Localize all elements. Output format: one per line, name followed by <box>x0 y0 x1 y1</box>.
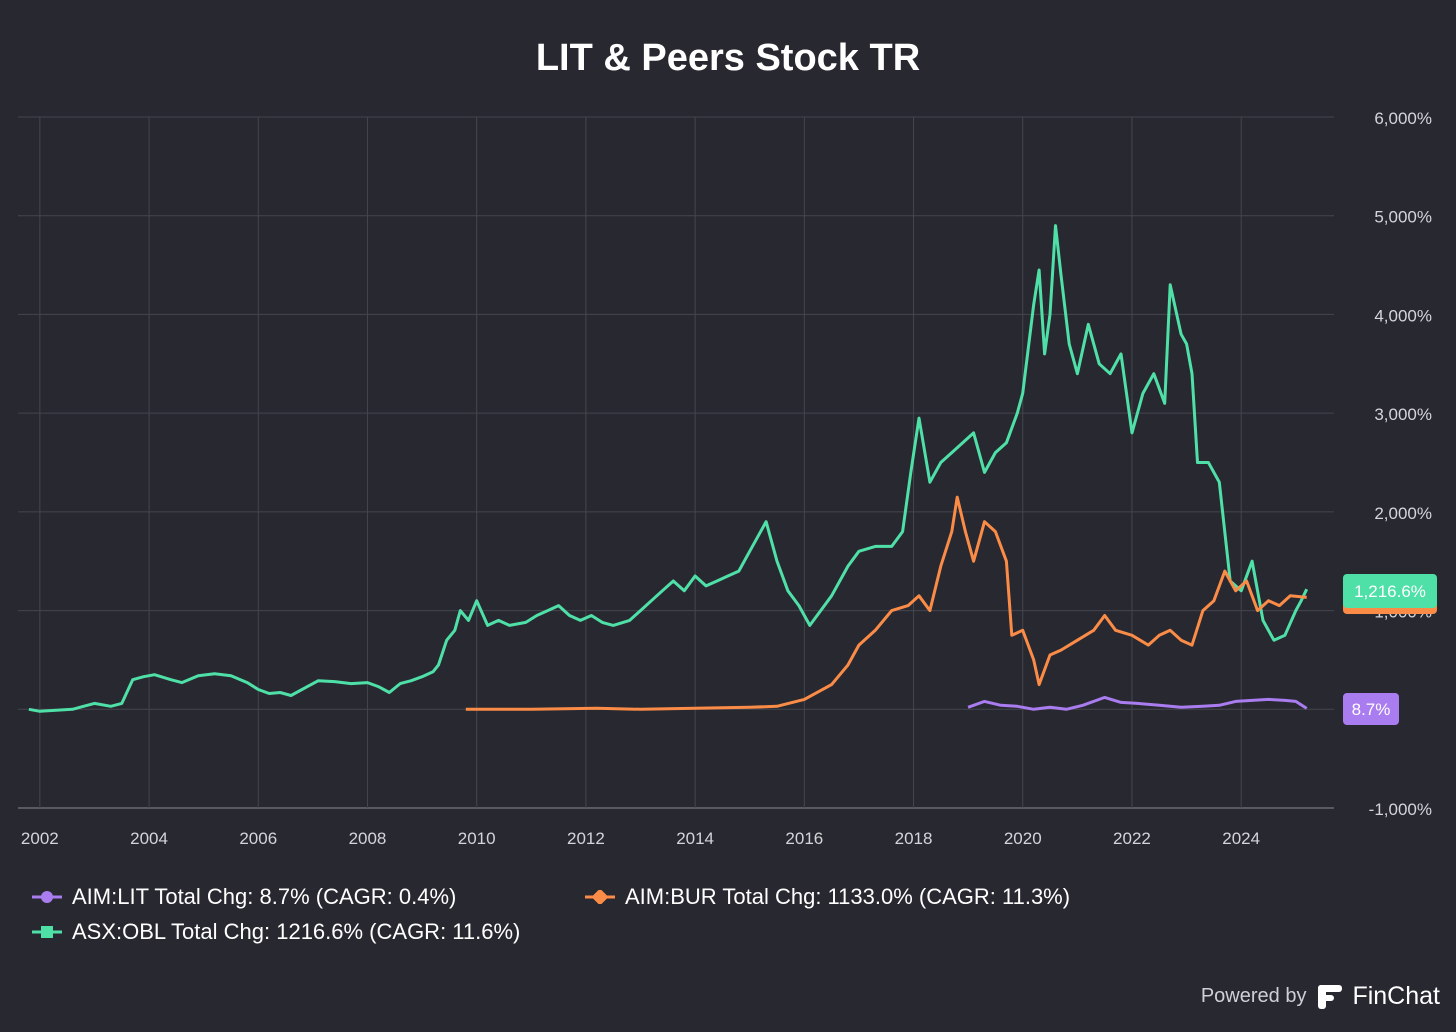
legend-marker-obl-icon <box>32 926 62 938</box>
x-tick-label: 2022 <box>1113 829 1151 848</box>
powered-by-text: Powered by <box>1200 985 1307 1007</box>
axes: 6,000%5,000%4,000%3,000%2,000%1,000%-1,0… <box>21 109 1432 848</box>
y-tick-label: -1,000% <box>1369 800 1432 819</box>
x-tick-label: 2004 <box>130 829 168 848</box>
legend-item-bur[interactable]: AIM:BUR Total Chg: 1133.0% (CAGR: 11.3%) <box>583 884 1070 910</box>
brand-name: FinChat <box>1352 982 1440 1010</box>
series-lines <box>28 224 1309 713</box>
x-tick-label: 2024 <box>1222 829 1260 848</box>
x-tick-label: 2006 <box>239 829 277 848</box>
x-tick-label: 2014 <box>676 829 714 848</box>
end-labels: 1,216.6% 8.7% <box>1343 574 1437 725</box>
footer: Powered by FinChat <box>1201 982 1440 1011</box>
y-tick-label: 3,000% <box>1374 405 1432 424</box>
end-label-asx-obl: 1,216.6% <box>1354 582 1426 601</box>
legend-marker-lit-icon <box>32 891 62 903</box>
legend-label-bur: AIM:BUR Total Chg: 1133.0% (CAGR: 11.3%) <box>625 884 1071 909</box>
legend-marker-bur-icon <box>585 890 615 904</box>
x-tick-label: 2008 <box>349 829 387 848</box>
finchat-logo-icon <box>1318 984 1343 1009</box>
x-tick-label: 2020 <box>1004 829 1042 848</box>
legend-label-lit: AIM:LIT Total Chg: 8.7% (CAGR: 0.4%) <box>72 884 457 909</box>
x-tick-label: 2016 <box>785 829 823 848</box>
x-tick-label: 2018 <box>895 829 933 848</box>
y-tick-label: 4,000% <box>1374 306 1432 325</box>
series-line-aim-bur <box>465 495 1307 711</box>
x-tick-label: 2002 <box>21 829 59 848</box>
series-line-asx-obl <box>28 224 1309 713</box>
series-line-aim-lit <box>967 695 1308 711</box>
y-tick-label: 2,000% <box>1374 504 1432 523</box>
chart-title: LIT & Peers Stock TR <box>536 37 920 79</box>
x-tick-label: 2010 <box>458 829 496 848</box>
y-tick-label: 6,000% <box>1374 109 1432 128</box>
end-badge-asx-obl <box>1343 574 1437 608</box>
end-label-aim-lit: 8.7% <box>1352 700 1391 719</box>
y-tick-label: 5,000% <box>1374 208 1432 227</box>
x-tick-label: 2012 <box>567 829 605 848</box>
grid <box>18 116 1334 809</box>
legend-item-lit[interactable]: AIM:LIT Total Chg: 8.7% (CAGR: 0.4%) <box>30 884 456 910</box>
legend-label-obl: ASX:OBL Total Chg: 1216.6% (CAGR: 11.6%) <box>72 919 521 944</box>
legend-item-obl[interactable]: ASX:OBL Total Chg: 1216.6% (CAGR: 11.6%) <box>30 919 520 945</box>
end-badge-aim-lit <box>1343 693 1399 725</box>
